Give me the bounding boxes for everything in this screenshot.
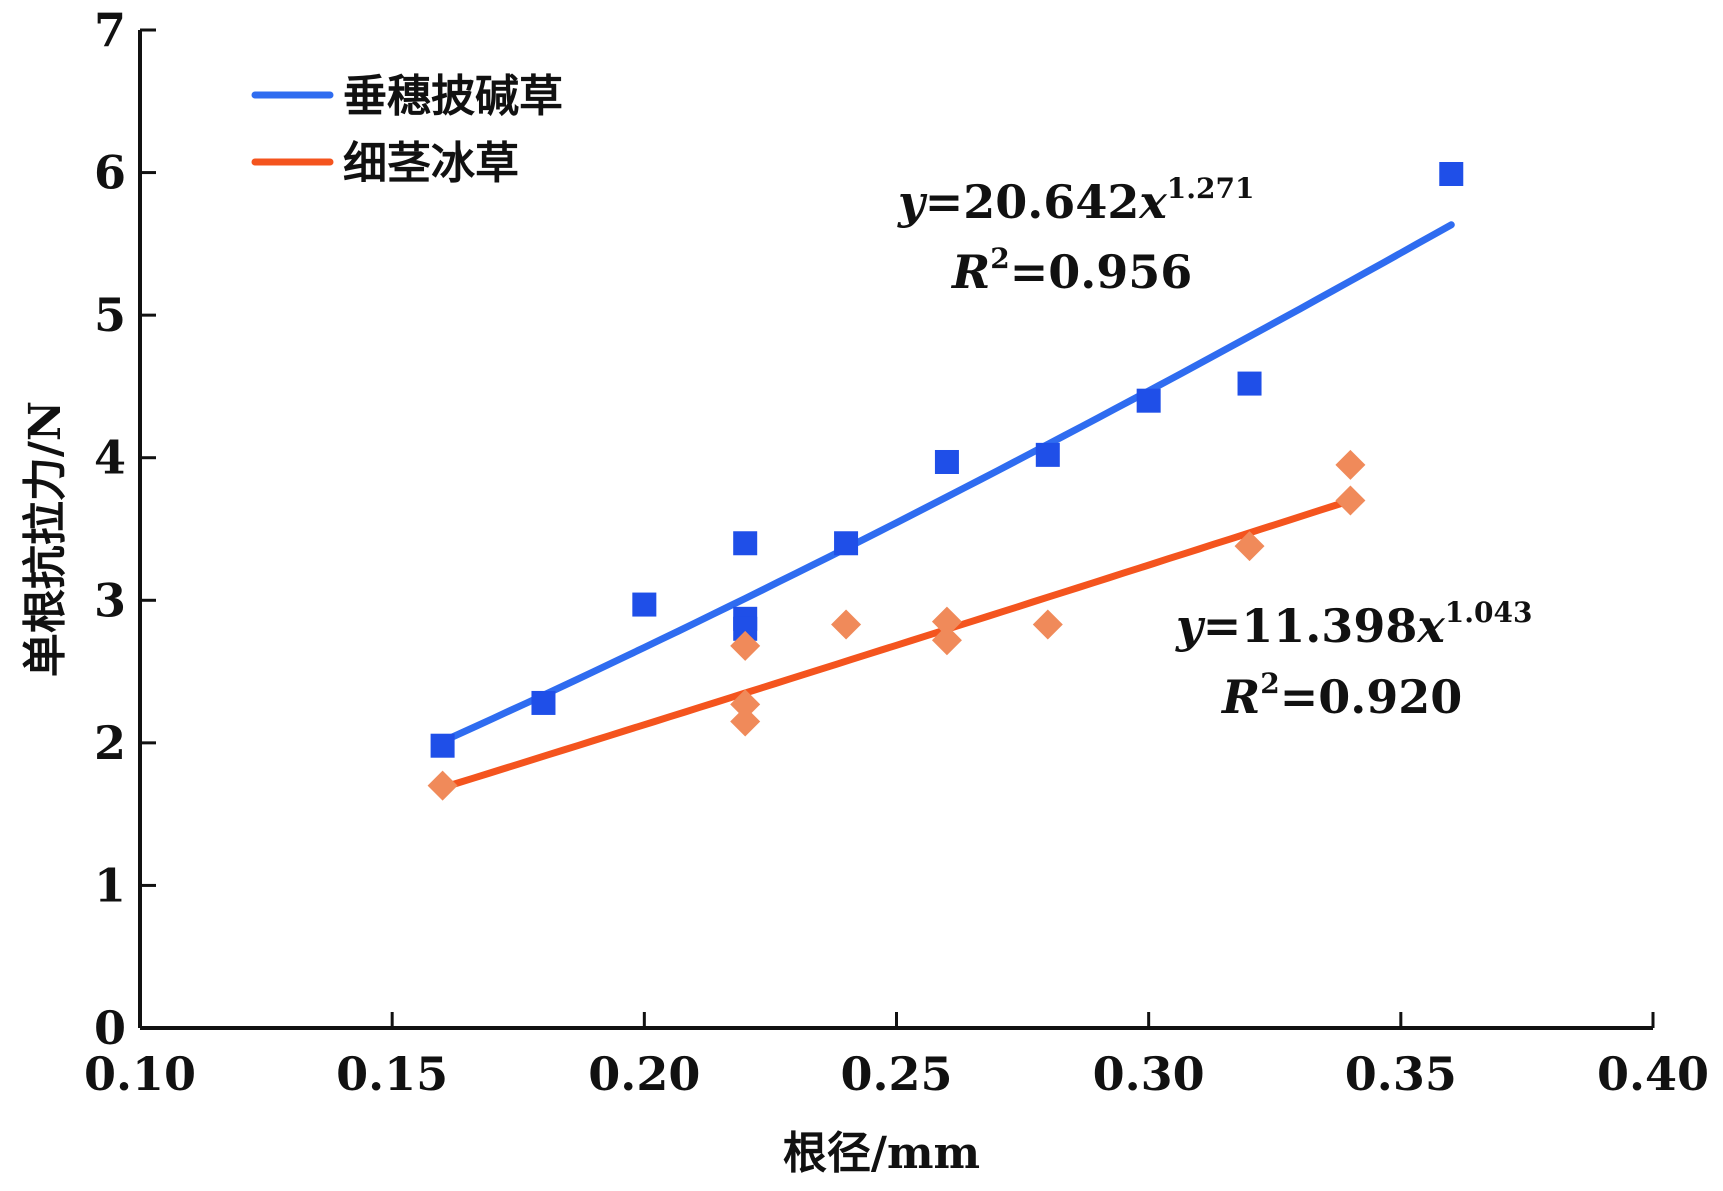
point-series-1: [1335, 449, 1366, 480]
point-series-0: [632, 592, 657, 617]
point-series-0: [934, 449, 959, 474]
point-series-1: [730, 689, 761, 720]
point-series-1: [1234, 531, 1265, 562]
y-tick-label: 5: [94, 288, 126, 342]
point-series-0: [531, 690, 556, 715]
point-series-1: [931, 606, 962, 637]
fit-line-series-0: [439, 221, 1455, 745]
fit-equation-series-0: y=20.642x1.271: [897, 172, 1254, 229]
y-tick-label: 4: [94, 431, 126, 485]
point-series-1: [831, 609, 862, 640]
y-tick-label: 0: [94, 1001, 126, 1055]
x-tick-label: 0.20: [588, 1047, 700, 1101]
point-series-0: [733, 531, 758, 556]
axes: 0.10 0.15 0.20 0.25 0.30 0.35 0.40 0 1 2 3 4 5 6 7 根径/m…: [20, 3, 1709, 1179]
y-tick-label: 1: [94, 858, 126, 912]
y-tick-label: 3: [94, 573, 126, 627]
point-series-1: [1335, 485, 1366, 516]
point-series-0: [834, 531, 859, 556]
y-axis-title: 单根抗拉力/N: [20, 401, 71, 677]
x-tick-label: 0.35: [1345, 1047, 1457, 1101]
x-tick-label: 0.25: [840, 1047, 952, 1101]
y-tick-label: 7: [94, 3, 126, 57]
fit-r2-series-1: R2=0.920: [1220, 667, 1462, 724]
point-series-1: [1032, 609, 1063, 640]
x-tick-label: 0.30: [1093, 1047, 1205, 1101]
point-series-0: [1035, 442, 1060, 467]
point-series-0: [430, 733, 455, 758]
point-series-0: [1439, 161, 1464, 186]
point-series-0: [1136, 388, 1161, 413]
x-tick-label: 0.15: [336, 1047, 448, 1101]
point-series-0: [1237, 371, 1262, 396]
data-points: [427, 161, 1464, 801]
fit-lines: [439, 221, 1455, 792]
point-series-1: [427, 770, 458, 801]
x-axis-title: 根径/mm: [783, 1128, 980, 1179]
fit-line-series-1: [439, 497, 1354, 792]
point-series-1: [730, 630, 761, 661]
x-tick-label: 0.40: [1597, 1047, 1709, 1101]
point-series-1: [730, 706, 761, 737]
fit-equations: y=20.642x1.271 R2=0.956 y=11.398x1.043 R2=0…: [897, 172, 1532, 724]
legend-label-series-1: 细茎冰草: [343, 138, 519, 189]
point-series-1: [931, 625, 962, 656]
y-tick-label: 6: [94, 146, 126, 200]
legend-label-series-0: 垂穗披碱草: [343, 71, 563, 122]
y-tick-label: 2: [94, 716, 126, 770]
x-tick-label: 0.10: [84, 1047, 196, 1101]
fit-equation-series-1: y=11.398x1.043: [1175, 596, 1532, 653]
fit-r2-series-0: R2=0.956: [950, 242, 1192, 299]
